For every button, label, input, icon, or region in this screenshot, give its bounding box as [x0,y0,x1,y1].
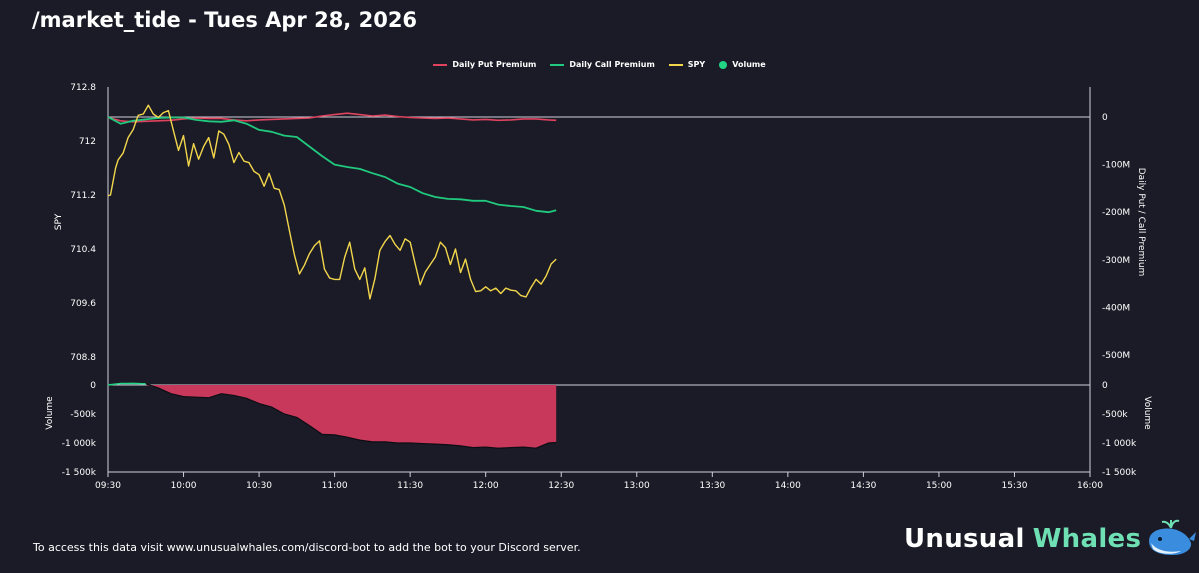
x-tick-label: 09:30 [95,481,121,491]
x-tick-label: 15:00 [926,481,952,491]
volume-right-tick-label: 0 [1102,381,1108,391]
volume-left-tick-label: -500k [70,410,96,420]
brand-word-2: Whales [1032,524,1142,554]
x-tick-label: 13:30 [699,481,725,491]
x-tick-label: 11:00 [322,481,348,491]
left-tick-label: 712 [79,137,96,147]
legend-put-label: Daily Put Premium [452,60,537,69]
legend-put-swatch [433,63,448,66]
left-tick-label: 710.4 [70,245,96,255]
right-tick-label: -100M [1102,161,1130,171]
x-tick-label: 14:30 [850,481,876,491]
x-tick-label: 10:00 [171,481,197,491]
x-tick-label: 11:30 [397,481,423,491]
volume-right-tick-label: -1 500k [1102,468,1137,478]
legend-call-label: Daily Call Premium [569,60,655,69]
volume-right-tick-label: -500k [1102,410,1128,420]
x-tick-label: 10:30 [246,481,272,491]
volume-area [108,385,557,449]
volume-left-axis-title: Volume [45,396,55,430]
legend-volume-label: Volume [732,60,766,69]
right-axis-title: Daily Put / Call Premium [1136,168,1146,277]
left-tick-label: 709.6 [70,299,96,309]
volume-line [107,382,557,449]
left-axis-title: SPY [54,213,64,230]
put-premium-line [107,112,557,123]
x-tick-label: 14:00 [775,481,801,491]
spy-line [107,104,557,300]
brand-logo: Unusual Whales [904,519,1197,559]
left-tick-label: 708.8 [70,353,96,363]
right-tick-label: -300M [1102,256,1130,266]
x-tick-label: 12:00 [473,481,499,491]
legend-volume-swatch [719,60,728,69]
right-tick-label: -200M [1102,208,1130,218]
page-title: /market_tide - Tues Apr 28, 2026 [32,8,418,32]
volume-positive-line [107,382,146,386]
legend-call-swatch [550,63,565,66]
x-tick-label: 12:30 [548,481,574,491]
legend-spy-swatch [668,63,683,66]
whale-icon [1149,519,1197,555]
left-tick-label: 712.8 [70,83,96,93]
x-tick-label: 15:30 [1001,481,1027,491]
x-tick-label: 16:00 [1077,481,1103,491]
volume-right-tick-label: -1 000k [1102,439,1137,449]
volume-left-tick-label: 0 [90,381,96,391]
x-tick-label: 13:00 [624,481,650,491]
call-premium-line [107,116,557,214]
volume-left-tick-label: -1 000k [62,439,97,449]
right-tick-label: 0 [1102,113,1108,123]
chart-legend: Daily Put Premium Daily Call Premium SPY… [0,60,1199,69]
right-tick-label: -500M [1102,351,1130,361]
right-tick-label: -400M [1102,303,1130,313]
legend-item-spy[interactable]: SPY [668,60,706,69]
volume-right-axis-title: Volume [1142,396,1152,430]
legend-item-call[interactable]: Daily Call Premium [550,60,655,69]
brand-word-1: Unusual [904,524,1025,554]
left-tick-label: 711.2 [70,191,96,201]
legend-item-put[interactable]: Daily Put Premium [433,60,536,69]
volume-left-tick-label: -1 500k [62,468,97,478]
footer-note: To access this data visit www.unusualwha… [33,541,581,554]
legend-spy-label: SPY [687,60,706,69]
legend-item-volume[interactable]: Volume [719,60,766,69]
